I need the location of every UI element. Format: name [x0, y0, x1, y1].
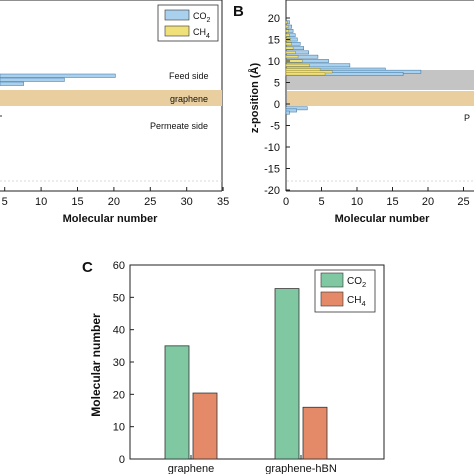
panel-b-x-tick-label: 20	[422, 196, 434, 208]
panel-c-bar-co2	[164, 345, 190, 460]
panel-a-x-tick-label: 30	[181, 196, 193, 208]
panel-b-x-tick-label: 10	[351, 196, 363, 208]
panel-b-x-tick-label: 25	[457, 196, 469, 208]
panel-b-bar-ch4	[285, 46, 294, 50]
panel-c-bar-ch4	[192, 392, 218, 460]
panel-b-y-tick-label: 15	[268, 35, 280, 47]
panel-b-bars	[285, 20, 422, 115]
panel-c-legend-ch4-swatch	[320, 291, 344, 307]
panel-c-y-tick-label: 60	[113, 260, 125, 272]
panel-b-y-ticks: 20 15 10 5 0 -5 -10 -15 -20	[264, 13, 290, 197]
panel-b-letter: B	[233, 3, 244, 20]
panel-c-letter: C	[82, 259, 93, 276]
panel-b-y-tick-label: -5	[270, 121, 280, 133]
panel-b-edge-label: P	[464, 113, 470, 123]
panel-a-legend-ch4-swatch	[164, 25, 190, 37]
panel-a-x-tick-label: 20	[108, 196, 120, 208]
panel-c-y-tick-label: 20	[113, 389, 125, 401]
panel-c-legend: CO2 CH4	[314, 269, 376, 313]
panel-c-y-label: Molecular number	[89, 313, 103, 417]
panel-b: B z-position (Å) P 20 15 10 5 0 -5 -10 -15 -20 0…	[233, 0, 474, 225]
panel-b-bar-ch4	[285, 55, 299, 59]
panel-a: graphene Feed side Permeate side 5 10 15 20…	[0, 0, 229, 225]
panel-a-x-tick-label: 10	[35, 196, 47, 208]
panel-a-permeate-label: Permeate side	[150, 121, 208, 131]
panel-c-y-tick-label: 30	[113, 357, 125, 369]
panel-a-x-tick-label: 15	[71, 196, 83, 208]
panel-b-y-tick-label: -10	[264, 142, 280, 154]
panel-a-x-tick-label: 5	[2, 196, 8, 208]
panel-b-y-label: z-position (Å)	[248, 63, 261, 134]
panel-c-x-tick-label: graphene	[168, 463, 215, 474]
panel-a-graphene-label: graphene	[170, 94, 208, 104]
panel-b-y-tick-label: 20	[268, 13, 280, 25]
panel-a-bar-co2	[0, 73, 116, 78]
panel-b-x-ticks: 0 5 10 15 20 25	[283, 187, 470, 208]
panel-b-bar-ch4	[285, 20, 288, 24]
panel-c-legend-co2-swatch	[320, 272, 344, 288]
panel-b-x-tick-label: 0	[283, 196, 289, 208]
panel-b-bar-ch4	[285, 25, 289, 28]
panel-b-y-tick-label: 0	[274, 99, 280, 111]
panel-c-x-tick-label: graphene-hBN	[265, 463, 337, 474]
panel-c-bar-ch4	[302, 406, 328, 460]
panel-a-x-label: Molecular number	[63, 213, 158, 225]
panel-c-legend-ch4: CH4	[347, 295, 366, 308]
panel-a-legend-ch4: CH4	[193, 27, 210, 40]
panel-a-legend-co2-swatch	[164, 9, 190, 21]
panel-a-legend: CO2 CH4	[157, 4, 219, 42]
panel-a-legend-co2: CO2	[193, 11, 211, 24]
panel-a-feed-label: Feed side	[169, 71, 209, 81]
panel-a-graphene-band	[0, 90, 222, 106]
panel-b-x-tick-label: 15	[386, 196, 398, 208]
panel-c-y-ticks: 0 10 20 30 40 50 60	[113, 260, 134, 466]
panel-c-x-ticks: graphene graphene-hBN	[168, 455, 337, 474]
panel-b-bar-ch4	[285, 33, 290, 37]
panel-b-bar-ch4	[285, 63, 310, 67]
panel-c: C Molecular number 0 10 20 30 40 50 60 graphen…	[82, 259, 385, 474]
panel-b-y-tick-label: 10	[268, 56, 280, 68]
panel-c-bar-co2	[274, 288, 300, 460]
panel-a-x-ticks: 5 10 15 20 25 30 35	[2, 187, 229, 208]
panel-b-bar-ch4	[285, 72, 326, 76]
panel-c-y-tick-label: 50	[113, 292, 125, 304]
panel-b-y-tick-label: -15	[264, 164, 280, 176]
panel-a-bars	[0, 73, 116, 86]
panel-b-x-label: Molecular number	[335, 213, 430, 225]
panel-c-legend-co2: CO2	[347, 276, 366, 289]
panel-a-bar-co2	[0, 77, 65, 82]
panel-c-y-tick-label: 0	[119, 454, 125, 466]
panel-a-x-tick-label: 25	[144, 196, 156, 208]
panel-c-y-tick-label: 40	[113, 325, 125, 337]
panel-b-bar-ch4	[285, 51, 296, 54]
panel-a-bar-co2	[0, 81, 24, 86]
panel-a-x-tick-label: 35	[217, 196, 229, 208]
panel-b-y-tick-label: 5	[274, 78, 280, 90]
panel-b-bar-ch4	[285, 29, 290, 33]
panel-b-bar-co2	[285, 108, 297, 113]
panel-b-bar-ch4	[285, 42, 292, 46]
panel-b-x-tick-label: 5	[318, 196, 324, 208]
panel-b-graphene-band	[287, 91, 474, 106]
panel-c-bars	[164, 288, 328, 460]
panel-c-y-tick-label: 10	[113, 422, 125, 434]
panel-b-y-tick-label: -20	[264, 185, 280, 197]
panel-b-bar-co2	[285, 110, 290, 115]
